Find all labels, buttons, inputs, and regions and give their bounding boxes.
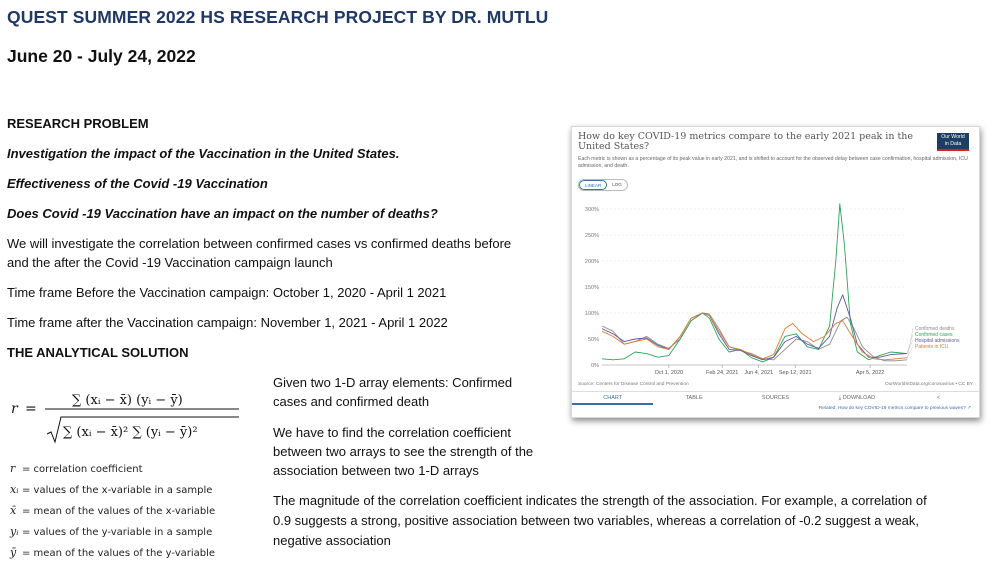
line-chart: 0% 50% 100% 150% 200% 250% 300% Oct 1, 2020 Feb … (585, 203, 960, 376)
legend-row: xᵢ = values of the x-variable in a sample (10, 483, 212, 496)
research-problem-heading: RESEARCH PROBLEM (7, 116, 149, 131)
formula-equals: = (25, 401, 37, 417)
tab-chart[interactable]: CHART (572, 392, 654, 405)
series-label: Hospital admissions (915, 338, 960, 344)
x-tick-label: Sep 12, 2021 (779, 370, 812, 376)
legend-symbol: r (10, 462, 16, 475)
legend-row: x̄ = mean of the values of the x-variable (10, 504, 215, 517)
y-tick-label: 300% (585, 207, 599, 213)
chart-license: OurWorldInData.org/coronavirus • CC BY (885, 382, 973, 387)
magnitude-line-2: 0.9 suggests a strong, positive associat… (273, 513, 920, 528)
legend-symbol: xᵢ (10, 483, 19, 496)
timeframe-before: Time frame Before the Vaccination campai… (7, 285, 447, 300)
question-2: Effectiveness of the Covid -19 Vaccinati… (7, 176, 268, 191)
legend-text: = values of the x-variable in a sample (22, 485, 213, 496)
sqrt-sign (46, 416, 239, 444)
series-line-patients-in-icu (601, 312, 908, 361)
chart-title: How do key COVID-19 metrics compare to t… (578, 131, 914, 152)
chart-subtitle: Each metric is shown as a percentage of … (578, 156, 968, 169)
formula-denominator: ∑ (xᵢ − x̄)² ∑ (yᵢ − ȳ)² (63, 425, 198, 440)
series-leader-line (906, 345, 914, 358)
chart-tabs: CHART TABLE SOURCES ⤓ DOWNLOAD < (572, 391, 979, 405)
legend-symbol: x̄ (10, 504, 17, 517)
series-label: Confirmed deaths (915, 326, 955, 332)
legend-text: = mean of the values of the y-variable (22, 548, 216, 559)
formula-lhs: r (11, 401, 19, 417)
y-tick-label: 250% (585, 233, 599, 239)
owid-chart-card: How do key COVID-19 metrics compare to t… (571, 126, 980, 418)
series-leader-line (906, 333, 914, 354)
analytical-solution-heading: THE ANALYTICAL SOLUTION (7, 345, 189, 360)
legend-row: ȳ = mean of the values of the y-variable (10, 546, 215, 559)
y-tick-label: 100% (585, 311, 599, 317)
share-icon[interactable]: < (936, 395, 940, 401)
x-tick-label: Jun 4, 2021 (744, 370, 773, 376)
series-line-confirmed-deaths (601, 312, 908, 362)
x-tick-label: Oct 1, 2020 (655, 370, 683, 376)
owid-logo[interactable]: Our World in Data (937, 133, 969, 151)
given-line-1: Given two 1-D array elements: Confirmed (273, 375, 513, 390)
logo-line-1: Our World (941, 134, 965, 140)
x-tick-label: Feb 24, 2021 (706, 370, 738, 376)
legend-row: r = correlation coefficient (10, 462, 143, 475)
y-tick-label: 200% (585, 259, 599, 265)
y-tick-label: 150% (585, 285, 599, 291)
find-line-3: association between two 1-D arrays (273, 463, 479, 478)
logo-line-2: in Data (944, 140, 962, 147)
scale-toggle: LINEAR LOG (578, 179, 628, 191)
pearson-formula: r = ∑ (xᵢ − x̄) (yᵢ − ȳ) ∑ (xᵢ − x̄)² ∑ … (11, 393, 239, 444)
log-toggle[interactable]: LOG (612, 182, 622, 187)
magnitude-line-3: negative association (273, 533, 391, 548)
series-leader-line (906, 339, 914, 354)
paragraph-1-line-1: We will investigate the correlation betw… (7, 236, 512, 251)
legend-symbol: ȳ (10, 546, 17, 559)
series-label: Confirmed cases (915, 332, 953, 338)
tab-download[interactable]: ⤓ DOWNLOAD (838, 395, 876, 401)
series-line-confirmed-cases (601, 203, 908, 363)
linear-toggle[interactable]: LINEAR (579, 180, 608, 190)
series-label: Patients in ICU (915, 344, 949, 350)
legend-symbol: yᵢ (10, 525, 19, 538)
question-1: Investigation the impact of the Vaccinat… (7, 146, 400, 161)
find-line-2: between two arrays to see the strength o… (273, 444, 534, 459)
legend-row: yᵢ = values of the y-variable in a sample (10, 525, 212, 538)
given-line-2: cases and confirmed death (273, 394, 430, 409)
paragraph-1-line-2: and the after the Covid -19 Vaccination … (7, 255, 333, 270)
magnitude-line-1: The magnitude of the correlation coeffic… (273, 493, 927, 508)
legend-text: = correlation coefficient (22, 464, 143, 475)
y-tick-label: 50% (588, 337, 599, 343)
y-tick-label: 0% (591, 363, 599, 369)
chart-source: Source: Centers for Disease Control and … (578, 382, 689, 387)
question-3: Does Covid -19 Vaccination have an impac… (7, 206, 438, 221)
legend-text: = values of the y-variable in a sample (22, 527, 213, 538)
timeframe-after: Time frame after the Vaccination campaig… (7, 315, 448, 330)
x-tick-label: Apr 5, 2022 (856, 370, 884, 376)
tab-table[interactable]: TABLE (685, 395, 703, 401)
project-dates: June 20 - July 24, 2022 (7, 46, 196, 66)
page-title: QUEST SUMMER 2022 HS RESEARCH PROJECT BY… (7, 7, 549, 27)
legend-text: = mean of the values of the x-variable (22, 506, 216, 517)
formula-numerator: ∑ (xᵢ − x̄) (yᵢ − ȳ) (72, 393, 183, 408)
tab-sources[interactable]: SOURCES (761, 395, 790, 401)
related-link[interactable]: Related: How do key COVID-19 metrics com… (818, 406, 971, 411)
find-line-1: We have to find the correlation coeffici… (273, 425, 511, 440)
series-line-hospital-admissions (601, 294, 908, 361)
